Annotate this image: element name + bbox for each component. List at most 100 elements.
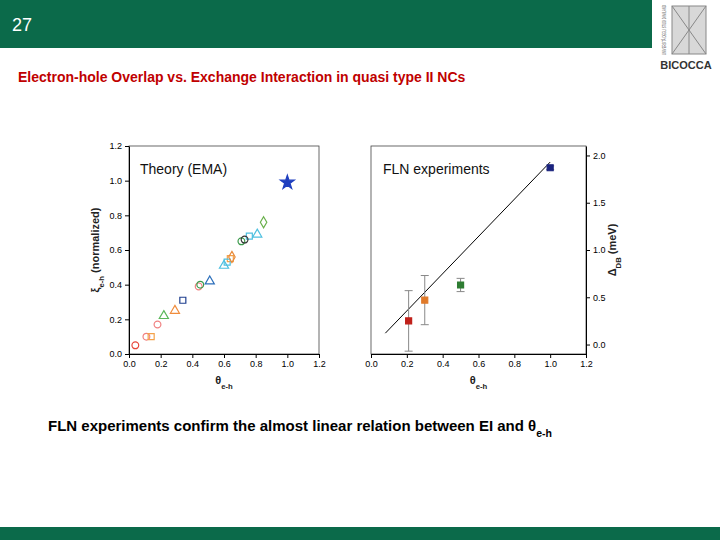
label-part: Δ: [606, 268, 618, 276]
chart-title: FLN experiments: [383, 161, 490, 177]
y-tick: 2.0: [586, 151, 606, 161]
y-tick-label: 1.0: [593, 245, 606, 255]
y-tick-mark: [586, 155, 590, 156]
slide: 27UNIVERSITÀ DEGLI STUDI DI MILANOBICOCC…: [0, 0, 720, 540]
label-part: FLN experiments confirm the almost linea…: [48, 417, 536, 434]
error-bar: [405, 291, 413, 352]
x-tick-mark: [319, 354, 320, 358]
y-tick-mark: [125, 319, 129, 320]
y-tick-label: 0.8: [109, 211, 122, 221]
y-tick: 1.0: [109, 176, 129, 186]
subscript: DB: [614, 257, 623, 269]
y-tick-mark: [586, 250, 590, 251]
data-point: [132, 342, 139, 349]
x-tick-label: 1.0: [544, 359, 557, 369]
x-tick-label: 0.2: [401, 359, 414, 369]
x-tick-label: 1.2: [580, 359, 593, 369]
y-tick: 1.0: [586, 245, 606, 255]
x-tick: 0.6: [473, 354, 486, 369]
x-tick: 1.0: [282, 354, 295, 369]
y-axis: 0.00.51.01.52.0: [586, 147, 606, 355]
error-bar: [457, 278, 465, 291]
subscript: e-h: [536, 427, 552, 439]
data-point: [197, 281, 204, 288]
y-tick: 0.4: [109, 280, 129, 290]
x-tick: 0.8: [250, 354, 263, 369]
subscript: e-h: [221, 382, 233, 391]
x-tick: 0.8: [509, 354, 522, 369]
logo: UNIVERSITÀ DEGLI STUDI DI MILANOBICOCCA: [652, 0, 720, 74]
y-axis-label: ΔDB (meV): [606, 223, 623, 276]
x-tick-label: 0.0: [365, 359, 378, 369]
data-point: [253, 229, 262, 237]
data-point: [159, 311, 168, 319]
y-tick-mark: [125, 146, 129, 147]
y-axis-line: [129, 147, 130, 355]
x-tick-label: 1.2: [313, 359, 326, 369]
y-tick-label: 0.0: [109, 349, 122, 359]
x-tick-mark: [224, 354, 225, 358]
data-point: [143, 333, 150, 340]
x-tick-label: 1.0: [282, 359, 295, 369]
data-point: [422, 297, 428, 303]
label-part: (meV): [606, 223, 618, 257]
x-tick: 0.2: [155, 354, 168, 369]
header-bar: [0, 0, 720, 48]
y-tick-mark: [125, 215, 129, 216]
x-tick: 0.4: [187, 354, 200, 369]
x-tick-mark: [256, 354, 257, 358]
chart: 0.00.20.40.60.81.01.20.00.51.01.52.0θe-h…: [365, 146, 622, 391]
caption: FLN experiments confirm the almost linea…: [48, 417, 552, 439]
error-bar: [421, 276, 429, 325]
chart-title: Theory (EMA): [140, 161, 227, 177]
y-tick: 0.0: [109, 349, 129, 359]
x-tick: 1.2: [580, 354, 593, 369]
y-tick-mark: [125, 250, 129, 251]
x-tick-label: 0.2: [155, 359, 168, 369]
subscript: e-h: [97, 276, 106, 288]
x-tick: 0.4: [437, 354, 450, 369]
y-tick: 0.0: [586, 340, 606, 350]
x-axis: 0.0 0.2 0.4 0.6 0.8 1.0 1.2: [123, 354, 326, 369]
data-point: [205, 276, 214, 284]
data-point: [260, 217, 266, 228]
x-tick-label: 0.0: [123, 359, 136, 369]
y-tick-mark: [586, 297, 590, 298]
data-point: [547, 165, 553, 171]
subscript: e-h: [476, 382, 488, 391]
x-tick: 0.6: [218, 354, 231, 369]
y-tick: 0.5: [586, 293, 606, 303]
x-tick-mark: [479, 354, 480, 358]
logo-emblem-lines: [672, 6, 706, 54]
data-point: [224, 259, 230, 265]
x-tick-mark: [407, 354, 408, 358]
logo-name: BICOCCA: [660, 59, 711, 71]
plot-marks: [385, 162, 554, 351]
data-point: [280, 175, 294, 188]
x-tick-mark: [161, 354, 162, 358]
x-tick: 0.0: [123, 354, 136, 369]
plot-frame: [371, 146, 586, 354]
data-point: [458, 282, 464, 288]
data-point: [195, 283, 202, 290]
y-tick-label: 2.0: [593, 151, 606, 161]
x-tick: 0.2: [401, 354, 414, 369]
data-point: [154, 321, 161, 328]
y-tick-label: 0.5: [593, 293, 606, 303]
background: [0, 0, 720, 540]
x-tick-label: 0.8: [509, 359, 522, 369]
footer-bar: [0, 527, 720, 540]
y-tick-mark: [586, 345, 590, 346]
x-tick-label: 0.4: [437, 359, 450, 369]
y-tick-label: 1.2: [109, 141, 122, 151]
y-axis: 0.00.20.40.60.81.01.2: [109, 141, 129, 359]
data-point: [148, 334, 154, 340]
y-tick-label: 0.6: [109, 245, 122, 255]
label-part: (normalized): [89, 207, 101, 276]
y-tick-label: 0.0: [593, 340, 606, 350]
plot-frame: [129, 146, 319, 354]
x-tick-mark: [514, 354, 515, 358]
x-tick: 1.2: [313, 354, 326, 369]
data-point: [229, 251, 235, 262]
x-tick-mark: [129, 354, 130, 358]
